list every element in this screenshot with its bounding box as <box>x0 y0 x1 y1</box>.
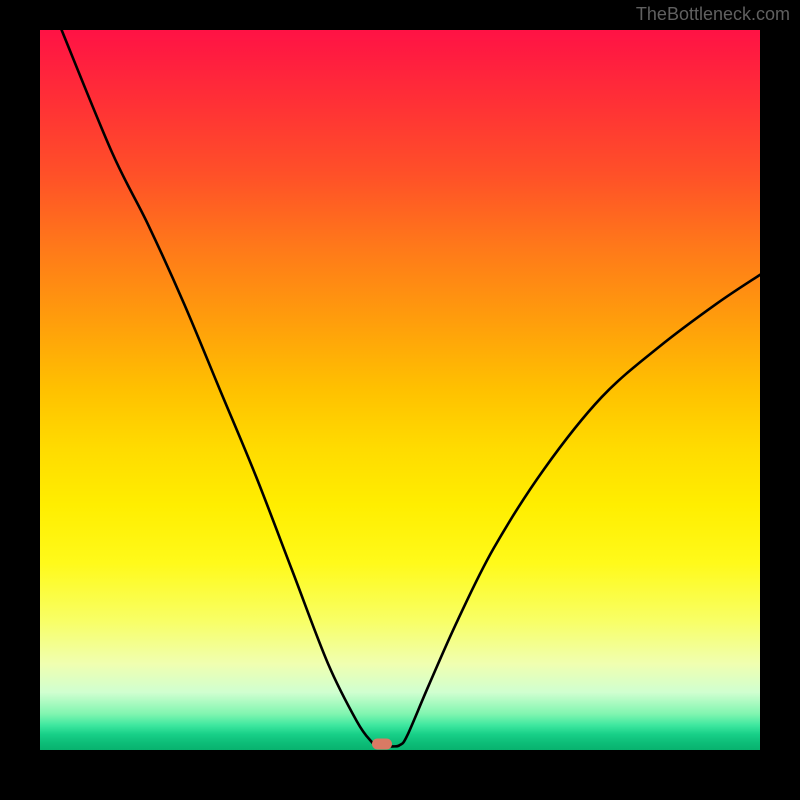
minimum-marker <box>372 739 392 750</box>
bottleneck-curve <box>40 30 760 750</box>
plot-area <box>40 30 760 750</box>
attribution-text: TheBottleneck.com <box>636 4 790 25</box>
